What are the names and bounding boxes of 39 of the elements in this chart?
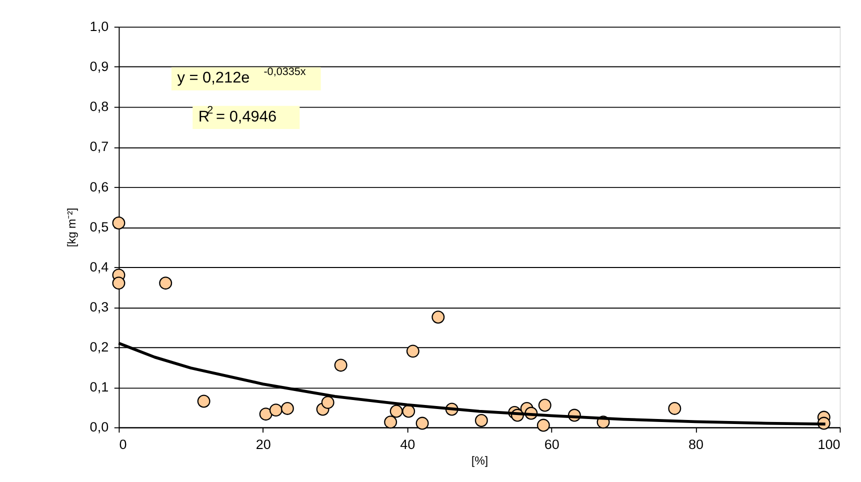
point bbox=[668, 402, 682, 415]
y-tick-label: 0,9 bbox=[90, 59, 109, 74]
point bbox=[112, 276, 126, 290]
y-tick-label: 1,0 bbox=[90, 19, 109, 34]
y-tick-label: 0,2 bbox=[90, 340, 109, 355]
point bbox=[334, 358, 348, 372]
point bbox=[432, 310, 445, 324]
point bbox=[538, 398, 552, 412]
y-tick-label: 0,5 bbox=[90, 219, 109, 234]
point bbox=[390, 404, 403, 418]
y-axis-title: [kg m⁻²] bbox=[66, 208, 78, 248]
y-tick-label: 0,4 bbox=[90, 259, 110, 274]
y-tick-label: 0,7 bbox=[90, 139, 109, 154]
point bbox=[536, 418, 550, 432]
annotation: y = 0,212e-0,0335x bbox=[177, 66, 306, 87]
point bbox=[159, 276, 172, 290]
point bbox=[259, 408, 272, 421]
point bbox=[280, 402, 294, 415]
x-tick-label: 40 bbox=[400, 437, 416, 452]
point bbox=[112, 216, 126, 230]
y-tick-label: 0,1 bbox=[90, 380, 109, 395]
y-tick-label: 0,0 bbox=[90, 420, 109, 435]
x-tick-label: 20 bbox=[256, 437, 271, 452]
point bbox=[384, 416, 398, 429]
point bbox=[197, 394, 210, 408]
point bbox=[406, 344, 420, 358]
x-axis-title: [%] bbox=[471, 455, 488, 468]
point bbox=[402, 404, 416, 418]
point bbox=[474, 414, 488, 427]
x-tick-label: 0 bbox=[119, 437, 127, 452]
point bbox=[416, 416, 429, 430]
point bbox=[269, 404, 282, 417]
y-tick-label: 0,8 bbox=[90, 99, 109, 114]
y-tick-label: 0,3 bbox=[90, 299, 109, 314]
y-tick-label: 0,6 bbox=[90, 179, 109, 194]
x-tick-label: 60 bbox=[544, 437, 560, 452]
point bbox=[321, 396, 334, 409]
x-tick-label: 80 bbox=[688, 437, 704, 452]
x-tick-label: 100 bbox=[818, 437, 840, 452]
